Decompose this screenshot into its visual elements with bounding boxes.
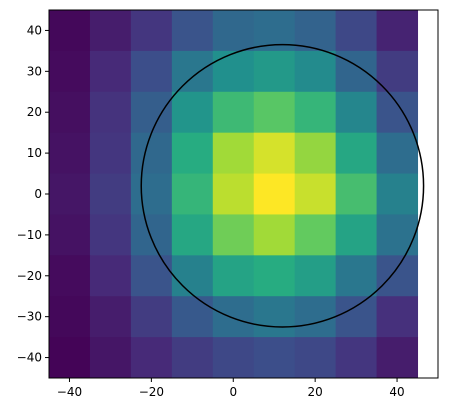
heatmap-cell	[89, 214, 132, 256]
heatmap-cell	[294, 296, 337, 338]
heatmap-cell	[130, 10, 173, 52]
heatmap-cell	[253, 91, 296, 134]
heatmap-cell	[335, 214, 378, 256]
heatmap-cell	[89, 50, 132, 93]
heatmap-cell	[294, 337, 337, 379]
heatmap-cell	[171, 173, 214, 215]
heatmap-cell	[294, 132, 337, 175]
heatmap-cell	[89, 296, 132, 338]
heatmap-cell	[49, 50, 91, 93]
y-tick-label: 30	[27, 64, 42, 78]
heatmap-cell	[130, 337, 173, 379]
heatmap-cell	[335, 10, 378, 52]
y-tick-label: −40	[17, 351, 42, 365]
heatmap-cell	[212, 173, 255, 215]
heatmap-cell	[253, 337, 296, 379]
heatmap-cell	[212, 296, 255, 338]
heatmap-cell	[171, 50, 214, 93]
heatmap-cell	[212, 337, 255, 379]
heatmap-cell	[89, 337, 132, 379]
x-tick-label: −20	[139, 385, 164, 399]
heatmap-cell	[49, 214, 91, 256]
heatmap-cell	[171, 10, 214, 52]
heatmap-cell	[376, 255, 419, 297]
heatmap-cell	[253, 173, 296, 215]
heatmap-cell	[212, 214, 255, 256]
heatmap-cell	[49, 337, 91, 379]
heatmap-cell	[335, 132, 378, 175]
heatmap-cell	[49, 132, 91, 175]
heatmap-cell	[171, 296, 214, 338]
y-axis: −40 −30 −20 −10 0 10 20 30 40	[17, 23, 49, 365]
heatmap-cell	[130, 50, 173, 93]
heatmap-cell	[212, 91, 255, 134]
heatmap-cell	[89, 91, 132, 134]
heatmap-cell	[130, 255, 173, 297]
heatmap-cell	[89, 10, 132, 52]
heatmap-cell	[335, 337, 378, 379]
heatmap-cell	[253, 132, 296, 175]
heatmap-cell	[294, 50, 337, 93]
y-tick-label: −10	[17, 228, 42, 242]
heatmap-cell	[130, 214, 173, 256]
heatmap-cell	[376, 296, 419, 338]
heatmap-cell	[89, 255, 132, 297]
heatmap-cell	[294, 91, 337, 134]
y-tick-label: −20	[17, 269, 42, 283]
heatmap-cell	[376, 50, 419, 93]
heatmap-cell	[171, 132, 214, 175]
y-tick-label: 40	[27, 23, 42, 37]
heatmap-cell	[376, 214, 419, 256]
x-tick-label: 40	[389, 385, 404, 399]
heatmap-cell	[376, 91, 419, 134]
heatmap-cell	[171, 337, 214, 379]
heatmap-cell	[89, 173, 132, 215]
y-tick-label: −30	[17, 310, 42, 324]
heatmap-cell	[49, 296, 91, 338]
heatmap-cell	[294, 10, 337, 52]
heatmap-cell	[335, 296, 378, 338]
heatmap-cell	[294, 173, 337, 215]
heatmap-cell	[376, 337, 419, 379]
heatmap-cell	[212, 10, 255, 52]
heatmap-cell	[294, 255, 337, 297]
heatmap-cell	[376, 132, 419, 175]
heatmap-cell	[253, 296, 296, 338]
x-tick-label: −40	[57, 385, 82, 399]
heatmap-cell	[130, 296, 173, 338]
heatmap-cell	[212, 50, 255, 93]
y-tick-label: 20	[27, 105, 42, 119]
heatmap-cell	[49, 10, 91, 52]
heatmap-cell	[49, 255, 91, 297]
x-axis: −40 −20 0 20 40	[57, 378, 405, 399]
overlay-circle	[140, 43, 425, 328]
heatmap-cell	[89, 132, 132, 175]
y-tick-label: 10	[27, 146, 42, 160]
heatmap-cells	[49, 10, 419, 379]
heatmap-cell	[130, 91, 173, 134]
heatmap-cell	[376, 10, 419, 52]
heatmap-cell	[171, 255, 214, 297]
x-tick-label: 20	[308, 385, 323, 399]
heatmap-cell	[376, 173, 419, 215]
heatmap-cell	[253, 50, 296, 93]
heatmap-cell	[294, 214, 337, 256]
y-tick-label: 0	[34, 187, 42, 201]
heatmap-cell	[49, 173, 91, 215]
heatmap-cell	[130, 132, 173, 175]
heatmap-cell	[49, 91, 91, 134]
heatmap-cell	[171, 91, 214, 134]
heatmap-cell	[171, 214, 214, 256]
heatmap-cell	[130, 173, 173, 215]
heatmap-cell	[335, 173, 378, 215]
heatmap-cell	[212, 255, 255, 297]
heatmap-cell	[335, 255, 378, 297]
heatmap-cell	[212, 132, 255, 175]
x-tick-label: 0	[229, 385, 237, 399]
heatmap-cell	[335, 91, 378, 134]
heatmap-cell	[253, 255, 296, 297]
heatmap-cell	[253, 214, 296, 256]
